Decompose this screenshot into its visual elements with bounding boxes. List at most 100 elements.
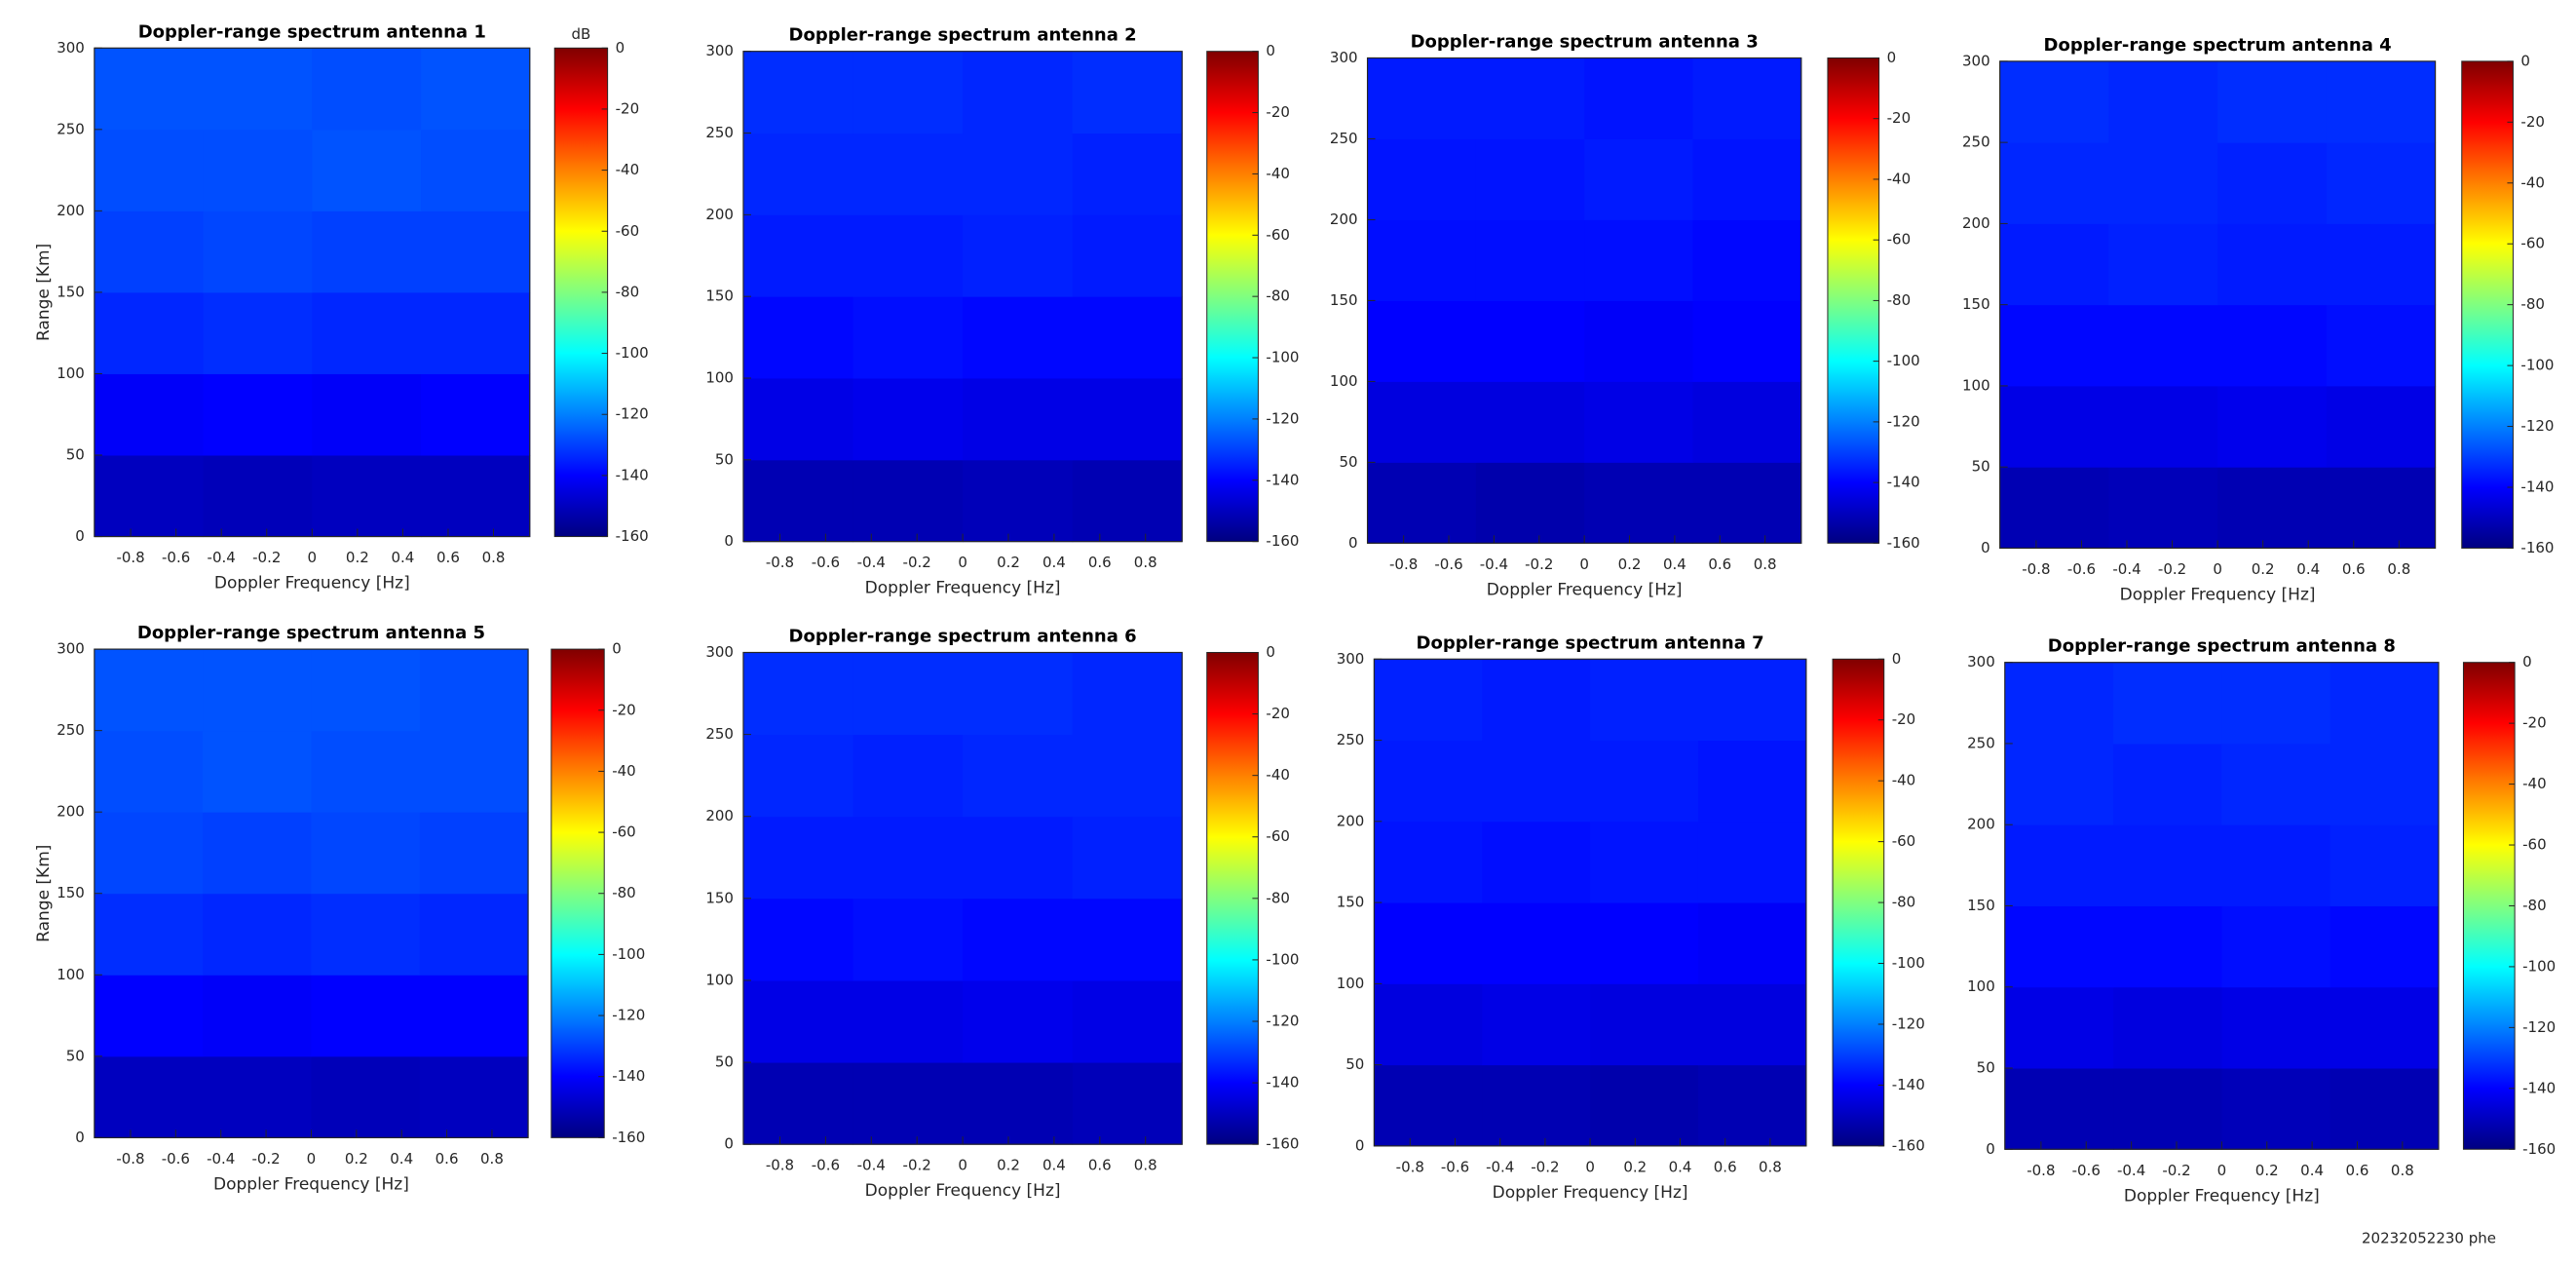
heatmap-cell [852, 459, 964, 543]
heatmap-cell [2330, 824, 2440, 906]
heatmap-cell [1692, 138, 1802, 220]
colorbar-tick-label: -120 [2520, 417, 2554, 435]
colorbar-tick-label: -100 [612, 945, 645, 963]
heatmap-cell [421, 48, 531, 131]
heatmap-cell [94, 1055, 204, 1138]
x-tick-label: 0 [958, 1157, 967, 1174]
x-tick-label: 0.4 [1042, 554, 1066, 571]
y-tick-label: 250 [1962, 134, 1990, 151]
colorbar-tick-label: -160 [1892, 1136, 1925, 1154]
y-tick-label: 0 [724, 532, 734, 550]
heatmap-cell [1367, 462, 1477, 544]
colorbar-tick-label: -160 [1266, 1135, 1299, 1153]
chart-title: Doppler-range spectrum antenna 6 [789, 626, 1137, 646]
colorbar-tick-label: -40 [1266, 165, 1290, 182]
colorbar-tick-label: -100 [1887, 352, 1920, 369]
x-tick-label: 0.4 [1669, 1158, 1692, 1175]
x-tick-label: 0.4 [2296, 560, 2320, 578]
y-axis-label: Range [Km] [34, 845, 54, 942]
colorbar-tick-label: -20 [1266, 103, 1290, 121]
heatmap-cell [1374, 1064, 1483, 1147]
heatmap-cell [2326, 223, 2437, 306]
heatmap-cell [1999, 60, 2109, 143]
colorbar-tick-label: -140 [1266, 1074, 1299, 1092]
heatmap-cell [2108, 304, 2218, 387]
heatmap-cell [2004, 824, 2114, 906]
heatmap-cell [963, 898, 1074, 981]
x-tick-label: -0.8 [116, 549, 144, 566]
heatmap-cell [742, 979, 854, 1063]
heatmap-cell [742, 816, 854, 900]
subplot: -0.8 -0.6 -0.4 -0.2 0 0.2 0.4 0.6 0.8 0 50 100 150 20… [34, 623, 645, 1194]
heatmap-cell [1697, 902, 1807, 984]
heatmap-cell [1584, 57, 1693, 139]
heatmap-cell [2108, 223, 2218, 306]
colorbar-tick-label: -20 [616, 99, 640, 117]
heatmap-cell [2217, 223, 2328, 306]
x-tick-label: 0.2 [997, 1157, 1020, 1174]
x-tick-label: -0.4 [2112, 560, 2140, 578]
colorbar-tick-label: -100 [1892, 954, 1925, 972]
colorbar-tick-label: -80 [1887, 291, 1912, 309]
heatmap-cell [203, 893, 312, 976]
heatmap-cell [742, 214, 854, 297]
heatmap-cell [1072, 734, 1183, 818]
y-tick-label: 0 [1986, 1140, 1995, 1158]
heatmap-cell [94, 812, 204, 895]
colorbar [1827, 57, 1880, 544]
x-tick-label: 0.2 [346, 549, 369, 566]
heatmap-cell [2326, 142, 2437, 224]
y-tick-label: 200 [1337, 812, 1365, 829]
heatmap-cell [742, 377, 854, 461]
x-tick-label: -0.8 [2027, 1162, 2055, 1179]
heatmap-cell [852, 214, 964, 297]
heatmap-cell [203, 48, 313, 131]
y-tick-label: 150 [705, 889, 734, 906]
heatmap-cell [852, 734, 964, 818]
y-tick-label: 200 [705, 206, 734, 223]
colorbar-tick-label: 0 [1892, 650, 1902, 668]
heatmap-cell [203, 730, 312, 813]
colorbar [550, 648, 605, 1138]
heatmap-cell [852, 51, 964, 134]
heatmap-cell [2004, 662, 2114, 745]
heatmap-cell [2217, 142, 2328, 224]
y-tick-label: 100 [57, 364, 85, 382]
y-tick-label: 200 [1330, 211, 1358, 228]
heatmap-cell [94, 975, 204, 1057]
heatmap-cell [2326, 60, 2437, 143]
chart-title: Doppler-range spectrum antenna 5 [137, 623, 485, 643]
x-tick-label: -0.8 [766, 1157, 794, 1174]
x-tick-label: 0.8 [1754, 555, 1777, 573]
colorbar-tick-label: -80 [612, 884, 636, 901]
heatmap-cell [1374, 740, 1483, 823]
x-tick-label: -0.4 [1486, 1158, 1514, 1175]
heatmap-cell [2330, 1068, 2440, 1150]
colorbar-tick-label: 0 [1266, 643, 1275, 661]
heatmap-cell [1475, 381, 1585, 463]
x-axis-label: Doppler Frequency [Hz] [1487, 580, 1683, 599]
heatmap-cell [1999, 142, 2109, 224]
y-tick-label: 50 [66, 1047, 85, 1064]
heatmap-cell [963, 51, 1074, 134]
y-tick-label: 50 [1977, 1059, 1995, 1077]
heatmap-cell [2217, 385, 2328, 468]
heatmap-cell [1584, 381, 1693, 463]
y-tick-label: 150 [1967, 897, 1995, 914]
heatmap-cell [742, 296, 854, 379]
heatmap-cell [1482, 740, 1591, 823]
colorbar-tick-label: -60 [1266, 827, 1290, 845]
colorbar-tick-label: -20 [1266, 705, 1290, 722]
colorbar-tick-label: -120 [1892, 1015, 1925, 1032]
heatmap-cell [1072, 1062, 1183, 1145]
chart-title: Doppler-range spectrum antenna 4 [2044, 35, 2392, 56]
heatmap-cell [311, 893, 421, 976]
heatmap-cell [419, 975, 529, 1057]
heatmap-cell [2221, 986, 2331, 1069]
heatmap-cell [2221, 662, 2331, 745]
subplot: -0.8 -0.6 -0.4 -0.2 0 0.2 0.4 0.6 0.8 0 50 100 150 20… [34, 21, 649, 593]
heatmap-cell [421, 291, 531, 374]
y-tick-label: 0 [75, 527, 85, 545]
colorbar-tick-label: -60 [1887, 231, 1912, 249]
